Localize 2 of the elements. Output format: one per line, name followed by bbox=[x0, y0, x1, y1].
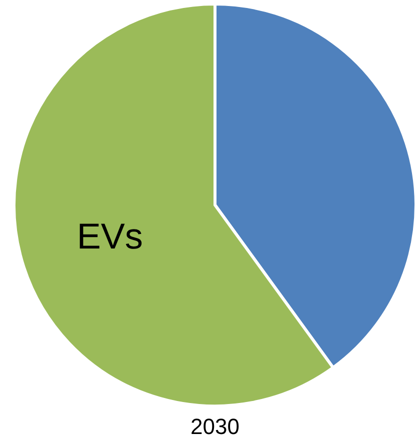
slice-label: EVs bbox=[76, 216, 143, 257]
text: 2030 bbox=[190, 414, 240, 439]
